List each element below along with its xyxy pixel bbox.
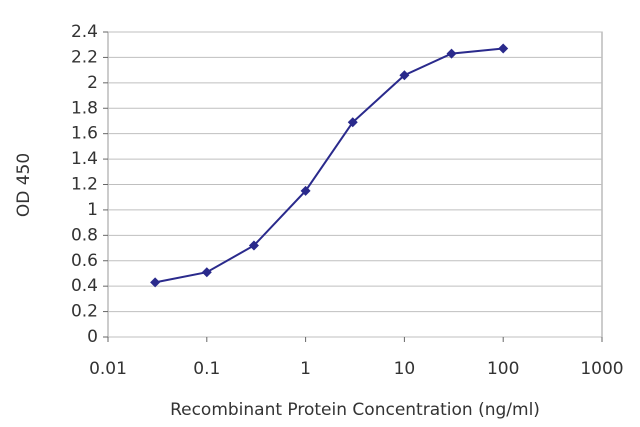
y-tick-label: 1.8 [71,98,98,118]
data-point [399,70,410,81]
y-tick-label: 1 [87,200,98,220]
y-tick-label: 0.4 [71,276,98,296]
y-tick-label: 1.4 [71,149,98,169]
y-tick-label: 0.2 [71,302,98,322]
data-point [347,117,358,128]
data-point [248,240,259,251]
x-tick-label: 0.1 [193,359,220,379]
data-point [150,277,161,288]
y-tick-label: 0.6 [71,251,98,271]
y-tick-label: 1.2 [71,175,98,195]
x-tick-label: 100 [487,359,519,379]
x-tick-label: 1000 [580,359,623,379]
y-tick-label: 2.4 [71,22,98,42]
data-point [201,267,212,278]
data-point [498,43,509,54]
data-point [446,48,457,59]
data-point [300,185,311,196]
y-axis-label: OD 450 [14,153,34,217]
y-tick-label: 0.8 [71,225,98,245]
y-tick-label: 1.6 [71,124,98,144]
x-tick-label: 10 [394,359,416,379]
y-tick-label: 2 [87,73,98,93]
x-tick-label: 1 [300,359,311,379]
x-axis-label: Recombinant Protein Concentration (ng/ml… [170,400,540,420]
x-tick-label: 0.01 [89,359,127,379]
data-line [154,47,504,284]
y-tick-label: 0 [87,327,98,347]
y-tick-label: 2.2 [71,47,98,67]
